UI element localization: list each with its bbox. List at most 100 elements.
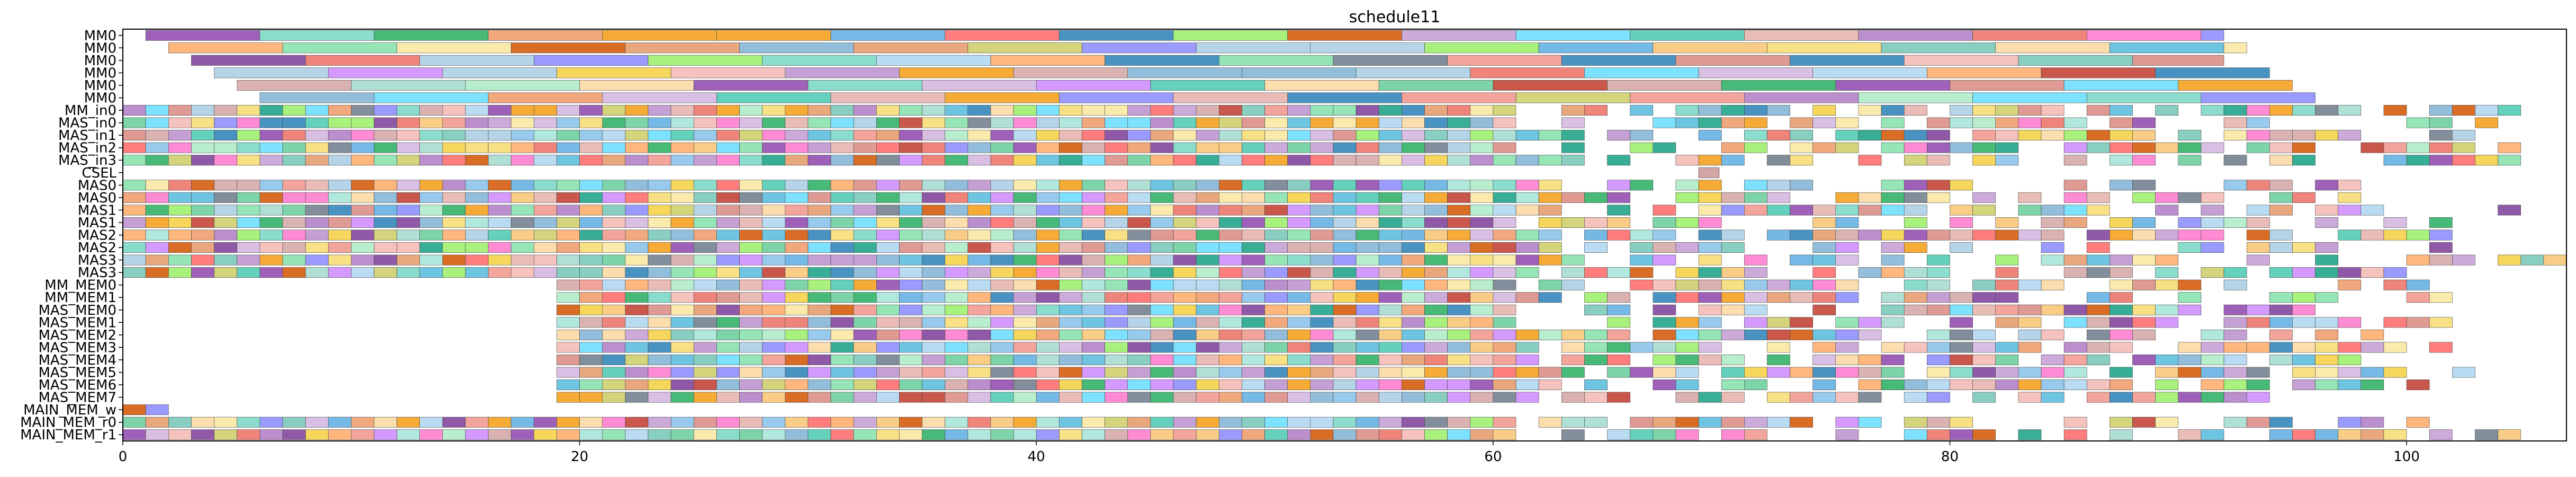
task-bar: [853, 42, 968, 54]
task-bar: [1333, 180, 1357, 191]
task-bar: [1607, 229, 1630, 241]
task-bar: [1310, 292, 1334, 303]
task-bar: [1927, 117, 1950, 128]
task-bar: [625, 355, 649, 365]
task-bar: [397, 254, 420, 266]
task-bar: [1218, 254, 1242, 266]
task-bar: [1858, 367, 1882, 378]
task-bar: [1653, 329, 1676, 340]
task-bar: [2360, 417, 2384, 428]
task-bar: [602, 117, 626, 128]
task-bar: [1493, 417, 1516, 428]
task-bar: [2315, 379, 2338, 390]
task-bar: [830, 429, 854, 440]
task-bar: [1493, 317, 1516, 328]
task-bar: [1082, 367, 1105, 378]
task-bar: [2110, 392, 2133, 403]
task-bar: [1790, 130, 1813, 141]
task-bar: [990, 254, 1014, 266]
task-bar: [1538, 329, 1562, 340]
task-bar: [237, 429, 261, 440]
chart-title: schedule11: [1349, 8, 1441, 26]
task-bar: [1744, 92, 1859, 103]
task-bar: [785, 142, 809, 153]
task-bar: [1972, 342, 1996, 353]
task-bar: [2269, 229, 2293, 241]
task-bar: [419, 267, 443, 278]
task-bar: [807, 229, 831, 241]
task-bar: [1698, 205, 1722, 216]
task-bar: [168, 155, 192, 166]
task-bar: [1013, 205, 1037, 216]
task-bar: [1310, 342, 1334, 353]
task-bar: [2269, 180, 2293, 191]
task-bar: [693, 367, 717, 378]
task-bar: [1950, 142, 1973, 153]
task-bar: [1196, 142, 1219, 153]
task-bar: [579, 417, 603, 428]
task-bar: [557, 292, 580, 303]
task-bar: [2360, 229, 2384, 241]
task-bar: [716, 254, 740, 266]
task-bar: [1812, 105, 1836, 116]
task-bar: [282, 417, 306, 428]
task-bar: [2132, 355, 2156, 365]
task-bar: [1767, 417, 1790, 428]
task-bar: [785, 130, 809, 141]
task-bar: [1082, 254, 1105, 266]
task-bar: [1607, 304, 1630, 315]
task-bar: [1721, 392, 1745, 403]
task-bar: [2269, 304, 2293, 315]
task-bar: [1150, 304, 1174, 315]
task-bar: [488, 217, 511, 228]
task-bar: [945, 417, 968, 428]
task-bar: [1561, 417, 1585, 428]
task-bar: [305, 155, 329, 166]
task-bar: [1881, 367, 1905, 378]
task-bar: [145, 217, 169, 228]
task-bar: [2178, 367, 2202, 378]
task-bar: [1264, 355, 1288, 365]
task-bar: [1356, 242, 1379, 253]
task-bar: [1150, 279, 1174, 290]
task-bar: [2429, 105, 2453, 116]
task-bar: [237, 155, 261, 166]
y-tick-label: MAS0: [78, 190, 116, 206]
task-bar: [374, 254, 397, 266]
task-bar: [465, 267, 489, 278]
task-bar: [2110, 180, 2133, 191]
task-bar: [1082, 267, 1105, 278]
task-bar: [807, 367, 831, 378]
task-bar: [237, 267, 261, 278]
task-bar: [1972, 155, 1996, 166]
task-bar: [1721, 117, 1745, 128]
task-bar: [1493, 105, 1516, 116]
task-bar: [1264, 117, 1288, 128]
task-bar: [1607, 130, 1630, 141]
task-bar: [1218, 180, 1242, 191]
task-bar: [739, 142, 762, 153]
task-bar: [1835, 117, 1859, 128]
task-bar: [830, 292, 854, 303]
task-bar: [2063, 155, 2087, 166]
task-bar: [1424, 192, 1448, 203]
task-bar: [397, 105, 420, 116]
task-bar: [1059, 117, 1082, 128]
y-tick-label: MM0: [84, 78, 116, 94]
task-bar: [876, 180, 900, 191]
task-bar: [1059, 205, 1082, 216]
task-bar: [1447, 304, 1471, 315]
task-bar: [2110, 342, 2133, 353]
task-bar: [351, 105, 374, 116]
task-bar: [1538, 192, 1562, 203]
task-bar: [2132, 279, 2156, 290]
task-bar: [1105, 254, 1128, 266]
task-bar: [579, 117, 603, 128]
task-bar: [1744, 379, 1767, 390]
task-bar: [2086, 355, 2110, 365]
task-bar: [1493, 155, 1516, 166]
task-bar: [1995, 367, 2019, 378]
task-bar: [1287, 229, 1311, 241]
task-bar: [1356, 180, 1379, 191]
task-bar: [579, 242, 603, 253]
